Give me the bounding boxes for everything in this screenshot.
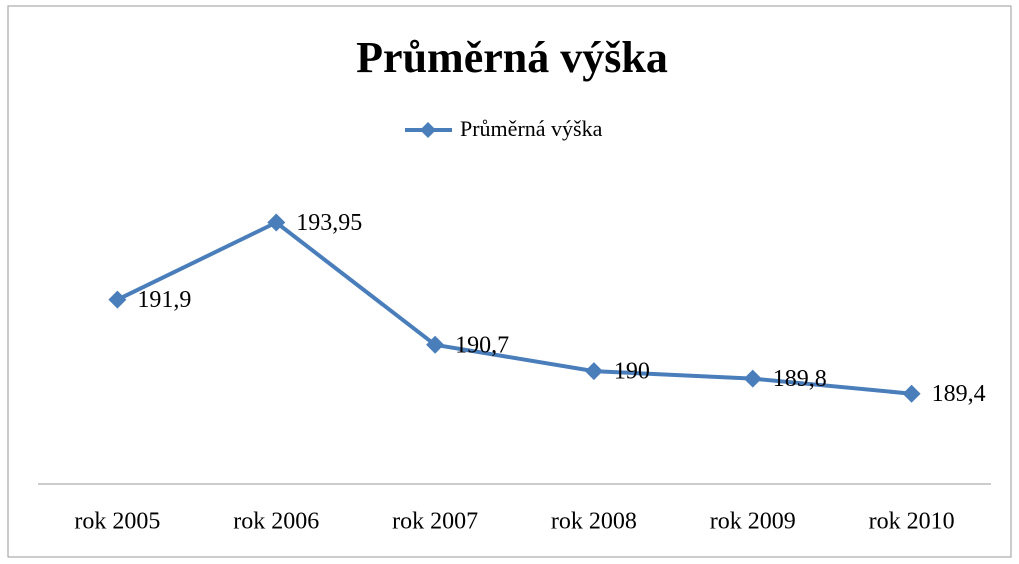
data-point <box>108 290 127 309</box>
data-point <box>426 335 445 354</box>
data-label: 193,95 <box>296 210 362 236</box>
data-point <box>743 369 762 388</box>
x-tick-label: rok 2010 <box>869 509 955 535</box>
chart-title: Průměrná výška <box>356 33 668 82</box>
data-label: 189,8 <box>773 366 827 392</box>
data-label: 189,4 <box>932 381 986 407</box>
x-tick-label: rok 2009 <box>710 509 796 535</box>
data-label: 190,7 <box>455 332 509 358</box>
legend-marker <box>420 122 436 138</box>
x-tick-label: rok 2006 <box>233 509 319 535</box>
x-tick-label: rok 2005 <box>74 509 160 535</box>
x-tick-label: rok 2008 <box>551 509 637 535</box>
data-point <box>267 213 286 232</box>
data-label: 190 <box>614 359 650 385</box>
legend-label: Průměrná výška <box>460 116 603 141</box>
data-line <box>116 220 912 396</box>
chart-border <box>7 5 1012 558</box>
data-label: 191,9 <box>137 287 191 313</box>
data-point <box>584 362 603 381</box>
x-tick-label: rok 2007 <box>392 509 478 535</box>
data-point <box>902 384 921 403</box>
